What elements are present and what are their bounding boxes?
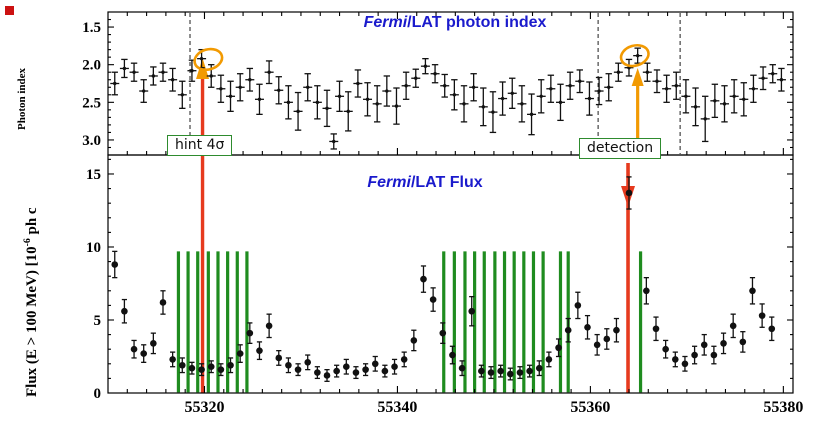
bottom-panel-title: Fermi/LAT Flux <box>367 174 482 192</box>
detection-annotation-box: detection <box>579 138 662 159</box>
bottom-title-rest: /LAT Flux <box>410 174 483 191</box>
top-title-rest: /LAT photon index <box>407 14 547 31</box>
flux-axis-label-exponent: -6 <box>22 238 33 247</box>
photon-index-axis-label: Photon index <box>16 67 28 130</box>
flux-axis-label: Flux (E > 100 MeV) [10-6 ph c <box>22 207 41 397</box>
flux-axis-label-pre: Flux (E > 100 MeV) [10 <box>24 246 40 397</box>
bottom-title-fermi: Fermi <box>367 174 411 191</box>
red-corner-marker <box>5 6 14 15</box>
top-panel-title: Fermi/LAT photon index <box>364 14 547 32</box>
hint-annotation-box: hint 4σ <box>167 135 233 156</box>
detection-annotation-label: detection <box>587 140 654 156</box>
flux-axis-label-post: ph c <box>24 207 40 239</box>
top-title-fermi: Fermi <box>363 14 408 31</box>
hint-annotation-label: hint 4σ <box>175 137 225 153</box>
